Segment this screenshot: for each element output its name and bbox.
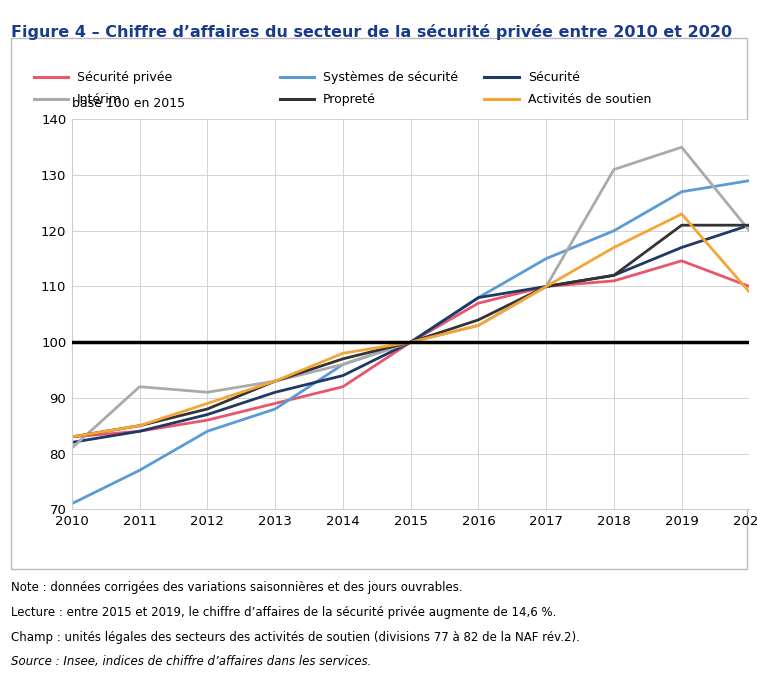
Text: Champ : unités légales des secteurs des activités de soutien (divisions 77 à 82 : Champ : unités légales des secteurs des … xyxy=(11,631,580,644)
Text: Source : Insee, indices de chiffre d’affaires dans les services.: Source : Insee, indices de chiffre d’aff… xyxy=(11,656,372,669)
Text: base 100 en 2015: base 100 en 2015 xyxy=(72,97,185,110)
Text: Activités de soutien: Activités de soutien xyxy=(528,93,651,106)
Text: Lecture : entre 2015 et 2019, le chiffre d’affaires de la sécurité privée augmen: Lecture : entre 2015 et 2019, le chiffre… xyxy=(11,606,556,619)
Text: Figure 4 – Chiffre d’affaires du secteur de la sécurité privée entre 2010 et 202: Figure 4 – Chiffre d’affaires du secteur… xyxy=(11,24,733,40)
Text: Note : données corrigées des variations saisonnières et des jours ouvrables.: Note : données corrigées des variations … xyxy=(11,581,463,594)
Text: Systèmes de sécurité: Systèmes de sécurité xyxy=(323,71,458,83)
Text: Propreté: Propreté xyxy=(323,93,376,106)
Text: Intérim: Intérim xyxy=(77,93,122,106)
Text: Sécurité: Sécurité xyxy=(528,71,580,83)
Text: Sécurité privée: Sécurité privée xyxy=(77,71,173,83)
